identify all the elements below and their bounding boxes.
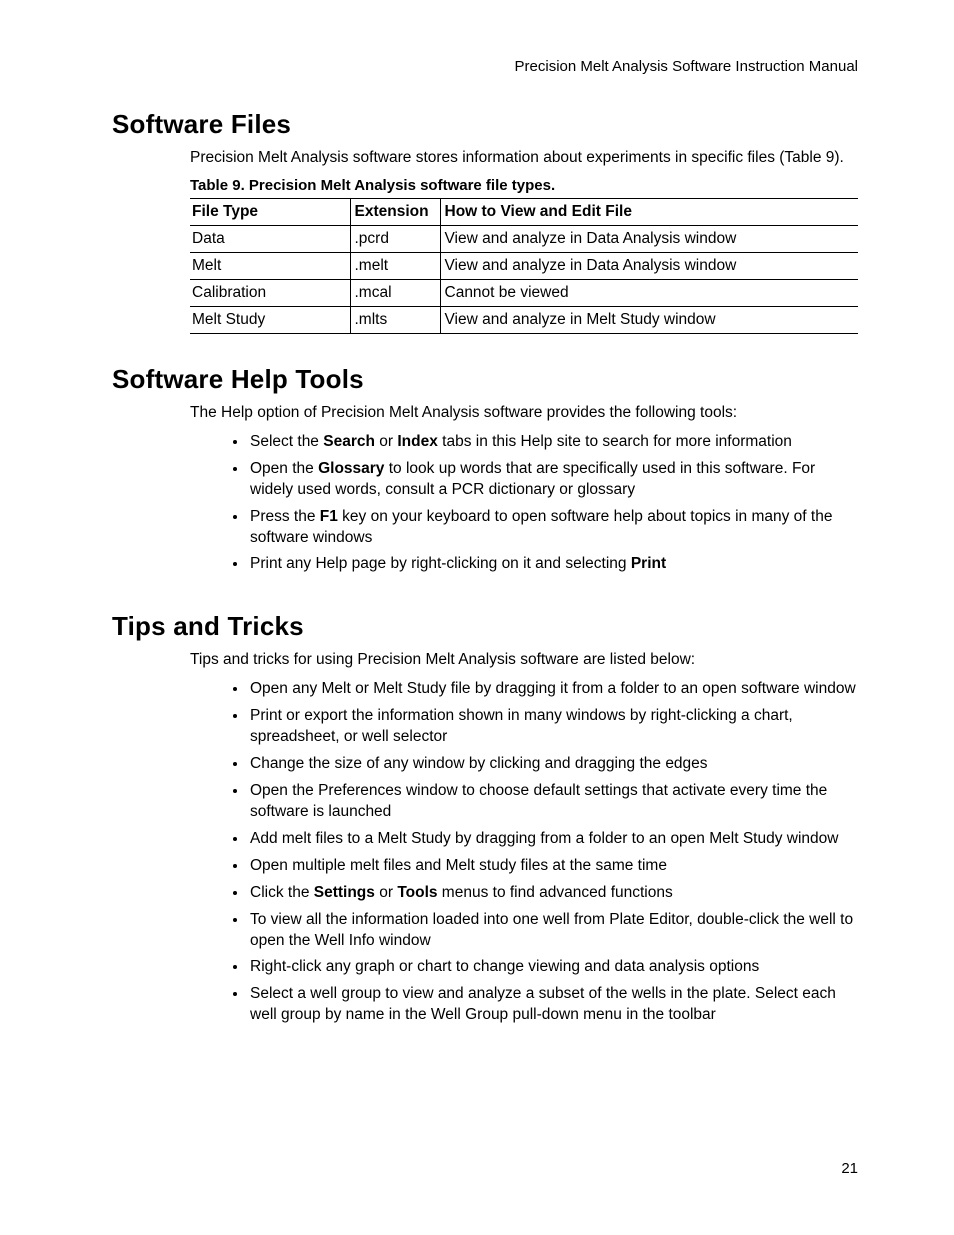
cell-extension: .melt <box>350 252 440 279</box>
heading-tips-and-tricks: Tips and Tricks <box>112 611 858 642</box>
cell-howto: View and analyze in Data Analysis window <box>440 252 858 279</box>
section2-intro: The Help option of Precision Melt Analys… <box>190 403 858 424</box>
section1-body: Precision Melt Analysis software stores … <box>190 148 858 334</box>
heading-software-files: Software Files <box>112 109 858 140</box>
cell-howto: Cannot be viewed <box>440 279 858 306</box>
section3-body: Tips and tricks for using Precision Melt… <box>190 650 858 1026</box>
running-head: Precision Melt Analysis Software Instruc… <box>112 58 858 75</box>
list-item: Print any Help page by right-clicking on… <box>248 554 858 575</box>
list-item: Press the F1 key on your keyboard to ope… <box>248 507 858 549</box>
table-row: Calibration .mcal Cannot be viewed <box>190 279 858 306</box>
document-page: Precision Melt Analysis Software Instruc… <box>0 0 954 1235</box>
cell-extension: .pcrd <box>350 225 440 252</box>
file-types-table: File Type Extension How to View and Edit… <box>190 198 858 334</box>
cell-filetype: Data <box>190 225 350 252</box>
table9-caption: Table 9. Precision Melt Analysis softwar… <box>190 177 858 194</box>
list-item: Open the Glossary to look up words that … <box>248 459 858 501</box>
list-item: Click the Settings or Tools menus to fin… <box>248 883 858 904</box>
section3-intro: Tips and tricks for using Precision Melt… <box>190 650 858 671</box>
tips-list: Open any Melt or Melt Study file by drag… <box>190 679 858 1026</box>
heading-software-help-tools: Software Help Tools <box>112 364 858 395</box>
list-item: Open multiple melt files and Melt study … <box>248 856 858 877</box>
section2-body: The Help option of Precision Melt Analys… <box>190 403 858 575</box>
list-item: Change the size of any window by clickin… <box>248 754 858 775</box>
cell-filetype: Melt <box>190 252 350 279</box>
table-header-row: File Type Extension How to View and Edit… <box>190 198 858 225</box>
page-number: 21 <box>841 1160 858 1177</box>
list-item: Open any Melt or Melt Study file by drag… <box>248 679 858 700</box>
cell-howto: View and analyze in Data Analysis window <box>440 225 858 252</box>
cell-filetype: Calibration <box>190 279 350 306</box>
col-header-filetype: File Type <box>190 198 350 225</box>
list-item: Add melt files to a Melt Study by draggi… <box>248 829 858 850</box>
list-item: Select the Search or Index tabs in this … <box>248 432 858 453</box>
list-item: Print or export the information shown in… <box>248 706 858 748</box>
table-row: Data .pcrd View and analyze in Data Anal… <box>190 225 858 252</box>
list-item: Open the Preferences window to choose de… <box>248 781 858 823</box>
help-tools-list: Select the Search or Index tabs in this … <box>190 432 858 576</box>
list-item: To view all the information loaded into … <box>248 910 858 952</box>
cell-howto: View and analyze in Melt Study window <box>440 306 858 333</box>
table-row: Melt Study .mlts View and analyze in Mel… <box>190 306 858 333</box>
cell-extension: .mcal <box>350 279 440 306</box>
table-row: Melt .melt View and analyze in Data Anal… <box>190 252 858 279</box>
list-item: Right-click any graph or chart to change… <box>248 957 858 978</box>
list-item: Select a well group to view and analyze … <box>248 984 858 1026</box>
cell-filetype: Melt Study <box>190 306 350 333</box>
col-header-extension: Extension <box>350 198 440 225</box>
section1-intro: Precision Melt Analysis software stores … <box>190 148 858 169</box>
col-header-howto: How to View and Edit File <box>440 198 858 225</box>
cell-extension: .mlts <box>350 306 440 333</box>
